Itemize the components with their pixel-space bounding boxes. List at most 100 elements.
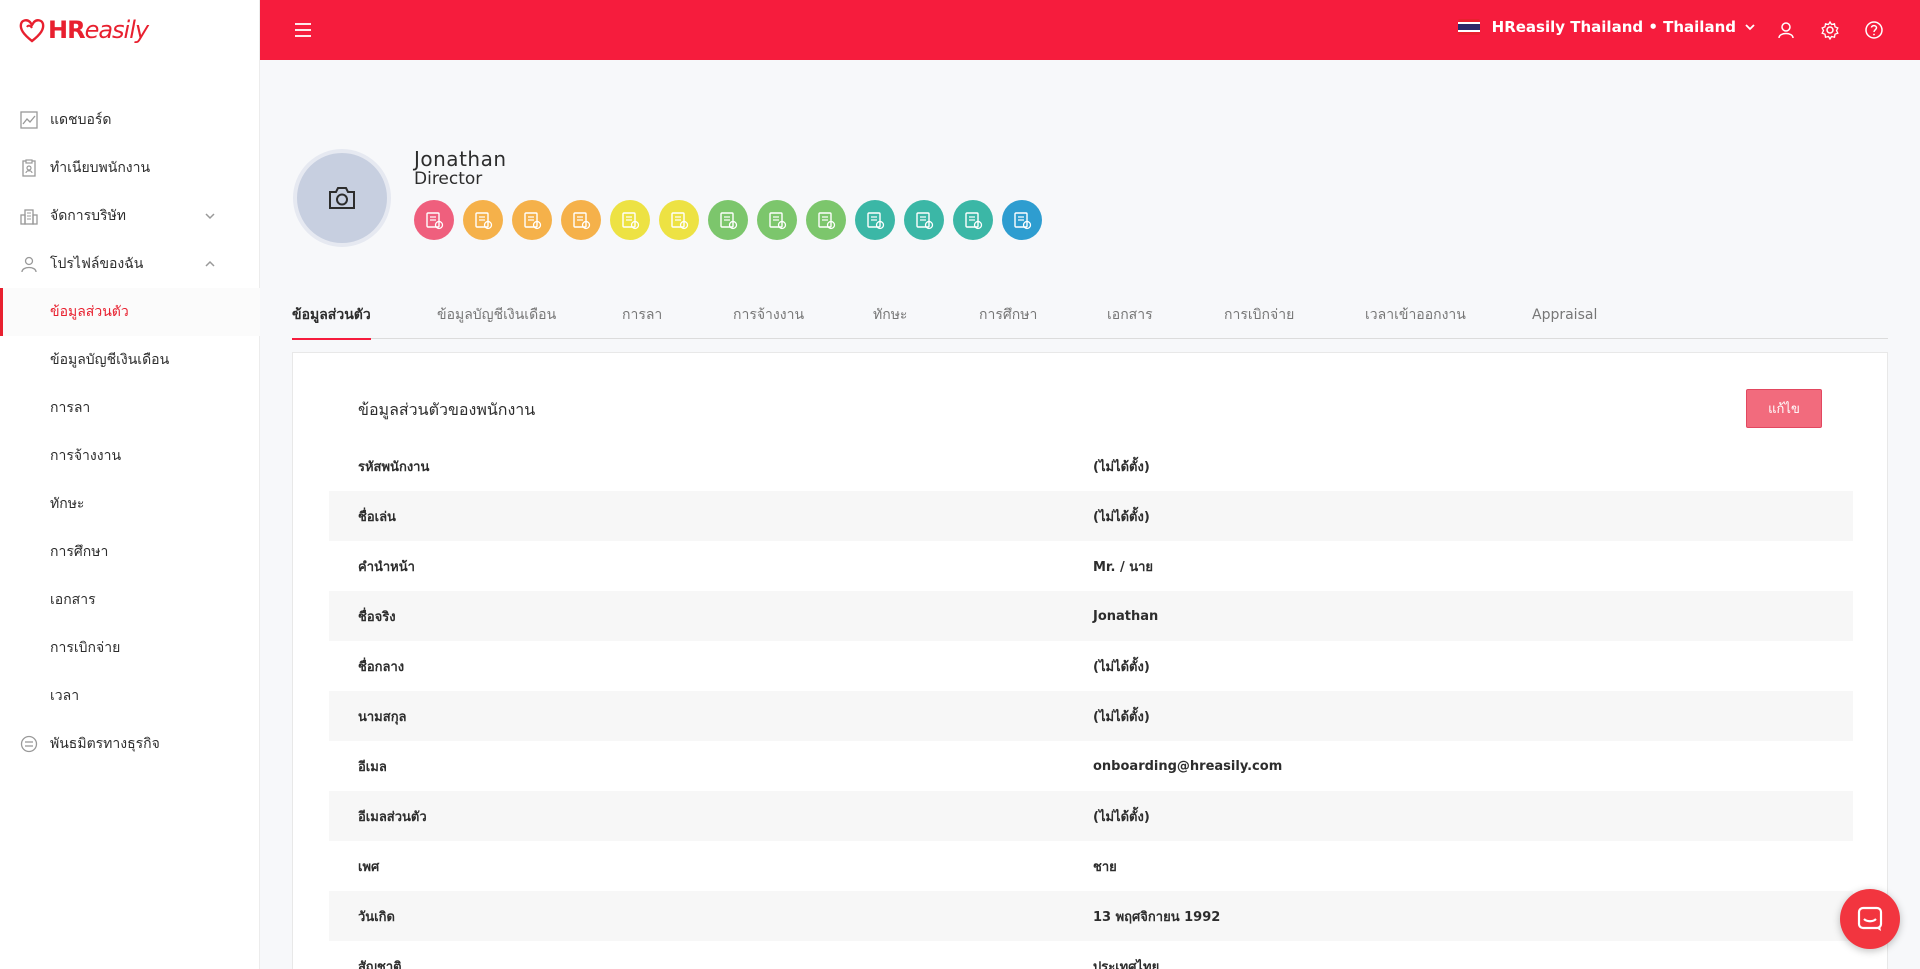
table-row: วันเกิด 13 พฤศจิกายน 1992 [329,891,1853,941]
thailand-flag-icon [1457,19,1480,35]
people-badge-icon[interactable] [610,200,650,240]
sidebar-sub-time[interactable]: เวลา [50,688,80,704]
sidebar-item-my-profile[interactable]: โปรไฟล์ของฉัน [0,240,260,288]
sidebar-sub-personal-info[interactable]: ข้อมูลส่วนตัว [0,288,260,336]
field-label: เพศ [358,859,380,875]
company-selector[interactable]: HReasily Thailand • Thailand [1457,18,1756,36]
chat-launcher-button[interactable] [1840,889,1900,949]
certificate-badge-icon[interactable] [757,200,797,240]
sidebar-sub-employment[interactable]: การจ้างงาน [50,448,122,464]
field-label: รหัสพนักงาน [358,459,430,475]
field-value: (ไม่ได้ตั้ง) [1093,809,1150,825]
sidebar-sub-claims[interactable]: การเบิกจ่าย [50,640,121,656]
tab-documents[interactable]: เอกสาร [1107,306,1153,323]
field-value: Mr. / นาย [1093,559,1154,575]
chat-doc-badge-icon[interactable] [855,200,895,240]
edit-button[interactable]: แก้ไข [1746,389,1822,428]
chevron-up-icon[interactable] [204,258,216,270]
sidebar-item-label: จัดการบริษัท [50,208,127,224]
heart-logo-icon [19,19,45,43]
field-label: คำนำหน้า [358,559,415,575]
sidebar: HReasily แดชบอร์ด ทำเนียบพนักงาน จัดการบ… [0,0,260,969]
sidebar-sub-payroll[interactable]: ข้อมูลบัญชีเงินเดือน [50,352,170,368]
logo-text: HReasily [48,16,149,44]
files-badge-icon[interactable] [953,200,993,240]
sidebar-item-label: โปรไฟล์ของฉัน [50,256,144,272]
info-table: รหัสพนักงาน (ไม่ได้ตั้ง) ชื่อเล่น (ไม่ได้ตั… [329,441,1853,969]
sidebar-item-company[interactable]: จัดการบริษัท [0,192,260,240]
field-value: onboarding@hreasily.com [1093,758,1283,774]
form-badge-icon[interactable] [806,200,846,240]
tab-education[interactable]: การศึกษา [979,306,1038,323]
settings-badge-icon[interactable] [659,200,699,240]
table-row: นามสกุล (ไม่ได้ตั้ง) [329,691,1853,741]
field-label: อีเมลส่วนตัว [358,809,427,825]
sidebar-sub-documents[interactable]: เอกสาร [50,592,96,608]
card-title: ข้อมูลส่วนตัวของพนักงาน [358,400,536,419]
tab-personal-info[interactable]: ข้อมูลส่วนตัว [292,290,371,340]
chevron-down-icon [1745,24,1755,31]
field-label: ชื่อกลาง [358,659,405,675]
camera-icon [329,187,355,209]
user-icon [21,256,37,273]
table-row: สัญชาติ ประเทศไทย [329,941,1853,969]
chart-icon [20,111,38,129]
hamburger-menu-icon[interactable] [294,22,312,38]
sidebar-item-dashboard[interactable]: แดชบอร์ด [0,96,260,144]
edit-doc-badge-icon[interactable] [512,200,552,240]
field-label: ชื่อจริง [358,609,396,625]
top-bar: HReasily Thailand • Thailand [260,0,1920,60]
avatar[interactable] [293,149,391,247]
badge-row [414,200,1051,240]
table-row: เพศ ชาย [329,841,1853,891]
field-label: ชื่อเล่น [358,509,396,525]
personal-info-card: ข้อมูลส่วนตัวของพนักงาน แก้ไข รหัสพนักงา… [292,352,1888,969]
employee-role: Director [414,169,483,189]
tab-claims[interactable]: การเบิกจ่าย [1224,306,1295,323]
clipboard-icon [22,159,36,177]
sidebar-sub-leave[interactable]: การลา [50,400,91,416]
field-value: ชาย [1093,859,1117,875]
table-row: อีเมลส่วนตัว (ไม่ได้ตั้ง) [329,791,1853,841]
sidebar-nav: แดชบอร์ด ทำเนียบพนักงาน จัดการบริษัท โปร… [0,96,260,768]
tab-employment[interactable]: การจ้างงาน [733,306,805,323]
sidebar-item-label: แดชบอร์ด [50,112,112,128]
tab-attendance[interactable]: เวลาเข้าออกงาน [1365,306,1466,323]
document-badge-icon[interactable] [414,200,454,240]
table-row: ชื่อจริง Jonathan [329,591,1853,641]
sidebar-item-label: ทำเนียบพนักงาน [50,160,151,176]
table-row: คำนำหน้า Mr. / นาย [329,541,1853,591]
tab-appraisal[interactable]: Appraisal [1532,306,1598,323]
field-label: สัญชาติ [358,959,402,969]
tab-skills[interactable]: ทักษะ [873,306,908,323]
sidebar-item-partners[interactable]: พันธมิตรทางธุรกิจ [0,720,260,768]
help-icon[interactable] [1864,20,1884,40]
company-name: HReasily Thailand • Thailand [1491,18,1736,36]
tab-leave[interactable]: การลา [622,306,663,323]
table-row: ชื่อกลาง (ไม่ได้ตั้ง) [329,641,1853,691]
stack-badge-icon[interactable] [904,200,944,240]
refresh-badge-icon[interactable] [1002,200,1042,240]
table-row: อีเมล onboarding@hreasily.com [329,741,1853,791]
gear-icon[interactable] [1820,20,1840,40]
employee-name: Jonathan [414,147,507,171]
partner-icon [20,735,38,753]
field-value: 13 พฤศจิกายน 1992 [1093,909,1221,925]
field-value: (ไม่ได้ตั้ง) [1093,709,1150,725]
sidebar-item-directory[interactable]: ทำเนียบพนักงาน [0,144,260,192]
id-card-badge-icon[interactable] [708,200,748,240]
sidebar-sub-skills[interactable]: ทักษะ [50,496,85,512]
sidebar-sub-education[interactable]: การศึกษา [50,544,109,560]
logo[interactable]: HReasily [0,0,259,60]
coin-badge-icon[interactable] [463,200,503,240]
tab-payroll[interactable]: ข้อมูลบัญชีเงินเดือน [437,306,557,323]
table-row: รหัสพนักงาน (ไม่ได้ตั้ง) [329,441,1853,491]
building-icon [20,209,38,225]
chevron-down-icon[interactable] [204,210,216,222]
coins-badge-icon[interactable] [561,200,601,240]
field-value: Jonathan [1093,608,1159,624]
profile-tabs: ข้อมูลส่วนตัว ข้อมูลบัญชีเงินเดือน การลา… [292,290,1888,340]
table-row: ชื่อเล่น (ไม่ได้ตั้ง) [329,491,1853,541]
chat-icon [1857,906,1883,931]
user-profile-icon[interactable] [1776,20,1796,40]
